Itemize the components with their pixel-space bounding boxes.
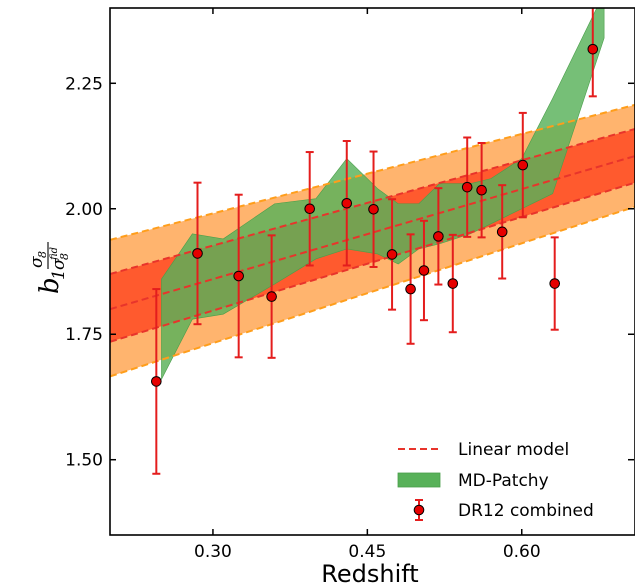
data-point-11 <box>433 187 444 286</box>
point-marker <box>476 184 487 196</box>
data-point-15 <box>496 184 508 280</box>
point-marker <box>368 203 379 215</box>
data-point-18 <box>587 8 599 98</box>
data-point-12 <box>447 233 459 334</box>
point-marker <box>341 197 353 209</box>
point-marker <box>587 43 599 55</box>
legend-entry-md-patchy: MD-Patchy <box>397 471 549 491</box>
x-axis-title: Redshift <box>321 560 418 587</box>
point-marker <box>304 203 316 215</box>
ylabel-base: b <box>35 277 65 294</box>
data-point-16 <box>517 111 529 219</box>
point-marker <box>405 283 416 295</box>
ylabel-num-sub: 8 <box>36 251 49 258</box>
point-marker <box>549 278 561 289</box>
legend-label: DR12 combined <box>458 501 594 521</box>
data-point-7 <box>368 150 379 268</box>
plot-frame <box>109 7 635 536</box>
ylabel-sub: 1 <box>49 269 69 280</box>
ylabel-den-sub: 8 <box>58 253 71 260</box>
point-marker <box>461 181 473 193</box>
point-marker <box>433 231 444 242</box>
data-point-14 <box>476 142 487 239</box>
data-point-2 <box>192 181 203 326</box>
data-point-8 <box>386 198 398 311</box>
y-tick-label: 1.50 <box>65 451 103 471</box>
legend-entry-dr12-combined: DR12 combined <box>413 499 594 521</box>
point-marker <box>447 278 459 289</box>
ylabel-num: σ <box>27 256 47 268</box>
point-marker <box>386 249 398 260</box>
data-point-5 <box>304 151 316 267</box>
legend: Linear model MD-Patchy DR12 combined <box>397 440 594 521</box>
legend-label: MD-Patchy <box>458 471 549 491</box>
y-tick-label: 2.25 <box>65 74 103 94</box>
point-marker <box>233 270 244 282</box>
point-marker <box>192 248 203 259</box>
data-point-17 <box>549 236 561 331</box>
data-point-1 <box>151 288 162 475</box>
plot-content <box>110 8 635 475</box>
point-marker <box>517 159 529 171</box>
data-point-3 <box>233 193 244 359</box>
x-tick-label: 0.60 <box>503 542 541 562</box>
point-marker <box>266 291 277 302</box>
y-tick-label: 2.00 <box>65 200 103 220</box>
x-tick-label: 0.30 <box>194 542 232 562</box>
ylabel-den: σ <box>49 258 69 270</box>
point-marker <box>418 265 430 276</box>
legend-entry-linear-model: Linear model <box>398 440 569 460</box>
point-marker <box>151 376 162 387</box>
data-point-10 <box>418 219 430 322</box>
data-point-6 <box>341 140 353 267</box>
plot-area <box>110 8 635 475</box>
linear-model-outer-lower-line <box>110 205 635 378</box>
legend-patch <box>397 472 441 488</box>
data-point-13 <box>461 136 473 238</box>
data-point-9 <box>405 233 416 345</box>
y-tick-label: 1.75 <box>65 325 103 345</box>
legend-marker <box>413 504 425 516</box>
data-point-4 <box>266 234 277 359</box>
point-marker <box>496 226 508 238</box>
x-tick-label: 0.45 <box>348 542 386 562</box>
legend-label: Linear model <box>458 440 569 460</box>
ylabel-den-sup: fid <box>49 247 60 261</box>
